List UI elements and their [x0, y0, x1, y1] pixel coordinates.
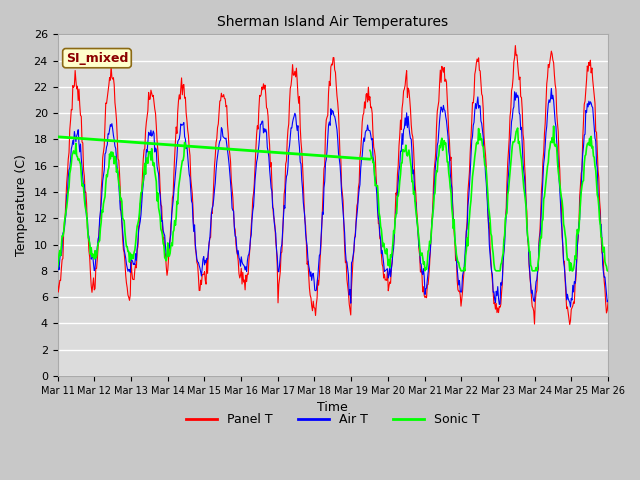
Text: SI_mixed: SI_mixed — [66, 52, 128, 65]
X-axis label: Time: Time — [317, 401, 348, 414]
Title: Sherman Island Air Temperatures: Sherman Island Air Temperatures — [217, 15, 449, 29]
Y-axis label: Temperature (C): Temperature (C) — [15, 154, 28, 256]
Legend: Panel T, Air T, Sonic T: Panel T, Air T, Sonic T — [180, 408, 484, 431]
